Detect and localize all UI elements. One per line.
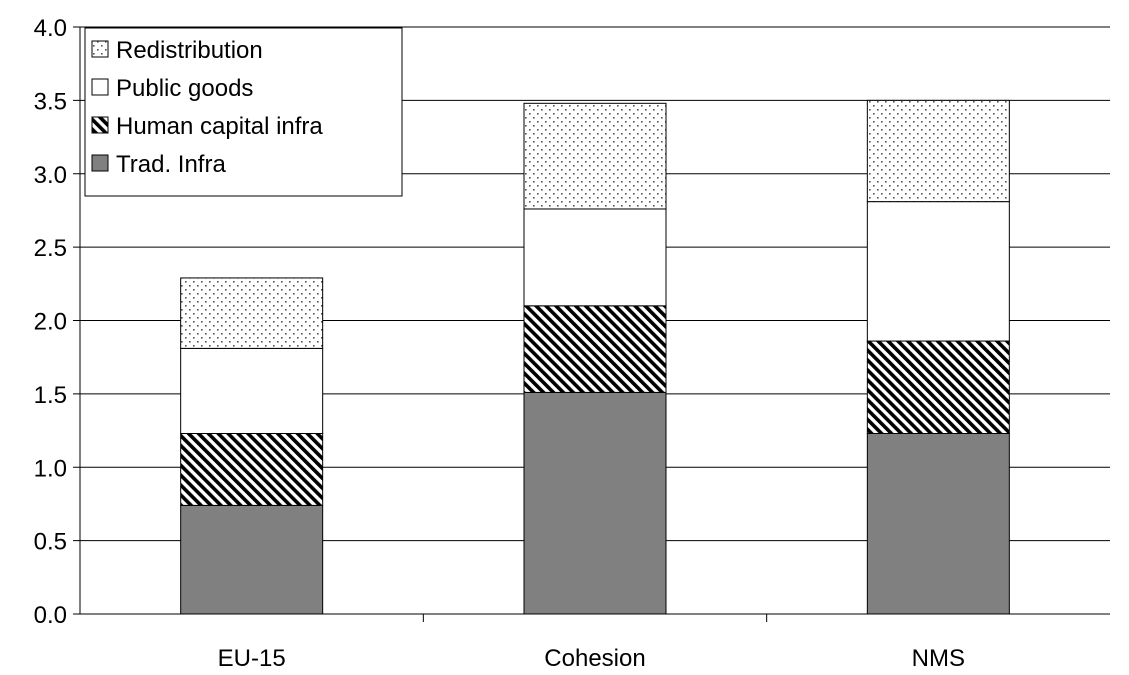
legend-swatch: [91, 116, 109, 134]
bar-segment-public-goods: [180, 347, 324, 434]
y-tick-label: 0.5: [34, 529, 67, 556]
bar-segment-trad-infra: [523, 391, 667, 615]
bar-segment-trad-infra: [180, 504, 324, 615]
legend-swatch: [91, 78, 109, 96]
bar-segment-redistribution: [523, 102, 667, 210]
bar-segment-human-capital-infra: [180, 432, 324, 506]
legend-label: Trad. Infra: [116, 151, 226, 178]
x-category-label: Cohesion: [544, 645, 645, 672]
x-category-label: EU-15: [218, 645, 286, 672]
legend-label: Redistribution: [116, 37, 263, 64]
x-category-label: NMS: [912, 645, 965, 672]
y-tick-label: 3.5: [34, 88, 67, 115]
y-tick-label: 2.0: [34, 309, 67, 336]
y-tick-label: 3.0: [34, 162, 67, 189]
legend-swatch: [91, 40, 109, 58]
legend: Redistribution Public goods Human capital …: [84, 27, 403, 197]
bar-segment-redistribution: [180, 277, 324, 349]
legend-box: [84, 27, 403, 197]
legend-label: Human capital infra: [116, 113, 323, 140]
y-tick-label: 0.0: [34, 602, 67, 629]
bar-segment-public-goods: [866, 201, 1010, 342]
y-tick-label: 2.5: [34, 235, 67, 262]
legend-label: Public goods: [116, 75, 253, 102]
y-tick-label: 4.0: [34, 15, 67, 42]
y-tick-label: 1.5: [34, 382, 67, 409]
y-tick-label: 1.0: [34, 455, 67, 482]
legend-swatch: [91, 154, 109, 172]
bars: [180, 99, 1010, 615]
bar-segment-trad-infra: [866, 432, 1010, 615]
bar-segment-redistribution: [866, 99, 1010, 203]
axes: 0.0 0.5 1.0 1.5 2.0 2.5 3.0 3.5 4.0 EU-15 Cohesion…: [34, 15, 1110, 672]
bar-segment-human-capital-infra: [523, 305, 667, 393]
bar-segment-public-goods: [523, 208, 667, 307]
bar-segment-human-capital-infra: [866, 340, 1010, 434]
